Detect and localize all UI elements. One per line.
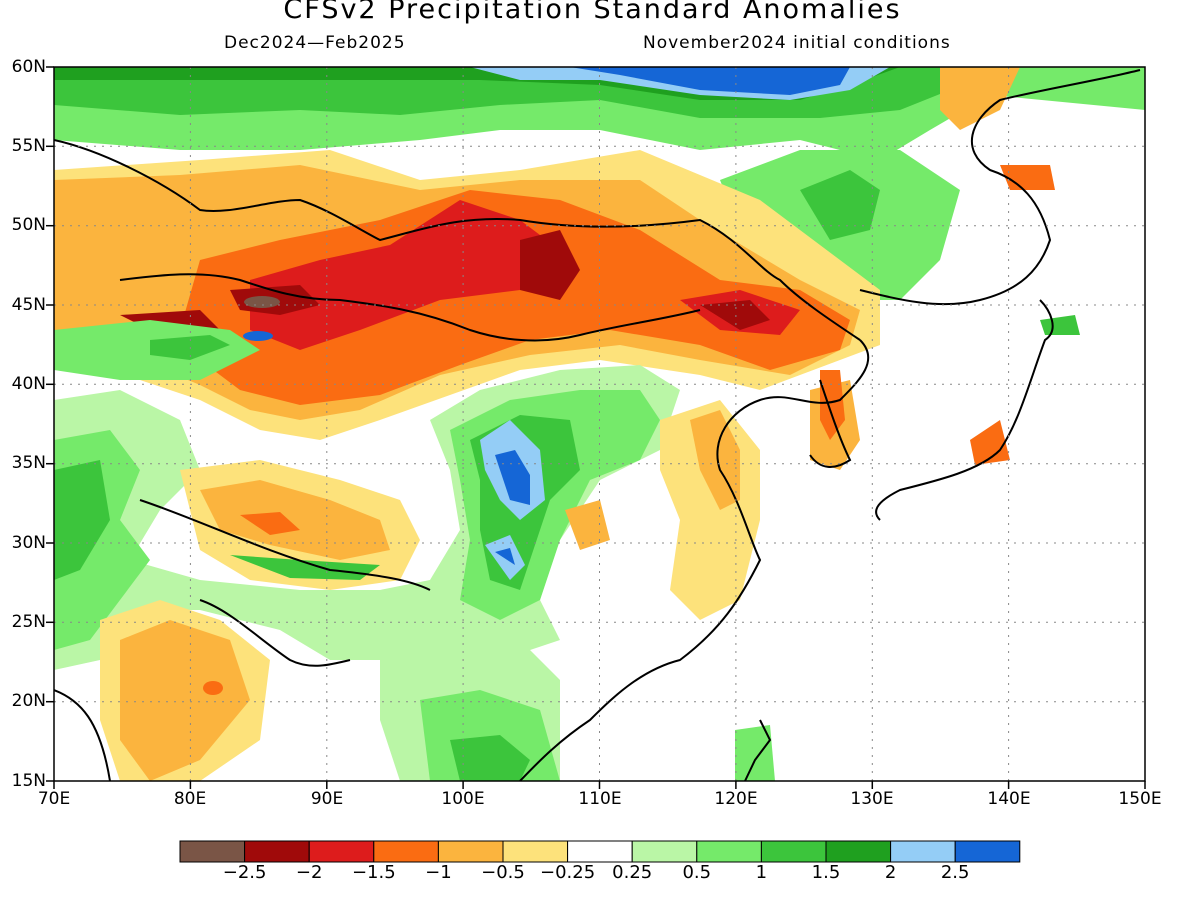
lat-label: 25N xyxy=(11,612,46,632)
colorbar-label: −0.5 xyxy=(481,862,525,883)
colorbar-swatch xyxy=(437,840,504,863)
colorbar-label: −2 xyxy=(295,862,323,883)
colorbar-label: −1 xyxy=(425,862,452,883)
initial-conditions-subtitle: November2024 initial conditions xyxy=(643,33,951,53)
colorbar-swatch xyxy=(179,840,246,863)
colorbar-swatch xyxy=(696,840,762,863)
colorbar-swatch xyxy=(631,840,698,863)
colorbar-label: 1.5 xyxy=(811,862,841,883)
colorbar-label: −0.25 xyxy=(540,862,596,883)
period-subtitle: Dec2024—Feb2025 xyxy=(224,33,406,53)
lat-label: 45N xyxy=(11,295,46,315)
lon-label: 100E xyxy=(441,789,485,809)
lon-label: 130E xyxy=(850,789,894,809)
colorbar-swatch xyxy=(825,840,892,863)
lat-label: 35N xyxy=(11,453,46,473)
colorbar-label: 2 xyxy=(884,862,897,883)
colorbar-swatch xyxy=(502,840,569,863)
colorbar-label: −1.5 xyxy=(351,862,396,883)
lon-label: 110E xyxy=(578,789,622,809)
colorbar-label: 0.25 xyxy=(612,862,653,883)
colorbar-swatch xyxy=(308,840,375,863)
lat-label: 50N xyxy=(11,215,46,235)
colorbar-label: 1 xyxy=(755,862,768,883)
lat-label: 60N xyxy=(11,57,46,77)
lon-label: 150E xyxy=(1118,789,1162,809)
lat-label: 30N xyxy=(11,533,46,553)
colorbar-swatch xyxy=(954,840,1021,863)
colorbar-label: 0.5 xyxy=(682,862,712,883)
colorbar-swatch xyxy=(373,840,439,863)
colorbar-swatch xyxy=(760,840,827,863)
colorbar-label: −2.5 xyxy=(222,862,267,883)
lat-label: 20N xyxy=(11,691,46,711)
chart-title: CFSv2 Precipitation Standard Anomalies xyxy=(283,0,902,25)
lon-label: 120E xyxy=(714,789,758,809)
colorbar-swatch xyxy=(890,840,956,863)
colorbar-swatch xyxy=(567,840,633,863)
lon-label: 140E xyxy=(987,789,1031,809)
colorbar-label: 2.5 xyxy=(940,862,970,883)
lon-label: 90E xyxy=(310,789,344,809)
lon-label: 80E xyxy=(173,789,207,809)
lat-label: 40N xyxy=(11,374,46,394)
lat-label: 55N xyxy=(11,136,46,156)
colorbar-swatch xyxy=(244,840,310,863)
lon-label: 70E xyxy=(37,789,71,809)
lat-label: 15N xyxy=(11,771,46,791)
